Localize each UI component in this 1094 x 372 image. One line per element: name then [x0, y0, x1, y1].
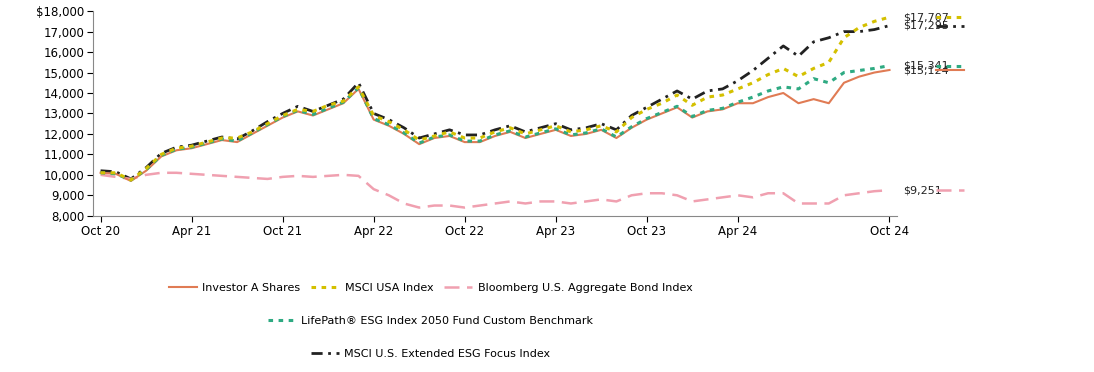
Text: $9,251: $9,251 — [903, 185, 941, 195]
Text: $17,295: $17,295 — [903, 20, 948, 31]
Legend: MSCI U.S. Extended ESG Focus Index: MSCI U.S. Extended ESG Focus Index — [306, 344, 555, 363]
Text: $15,124: $15,124 — [903, 65, 948, 75]
Text: $17,707: $17,707 — [903, 12, 948, 22]
Text: $15,341: $15,341 — [903, 61, 948, 71]
